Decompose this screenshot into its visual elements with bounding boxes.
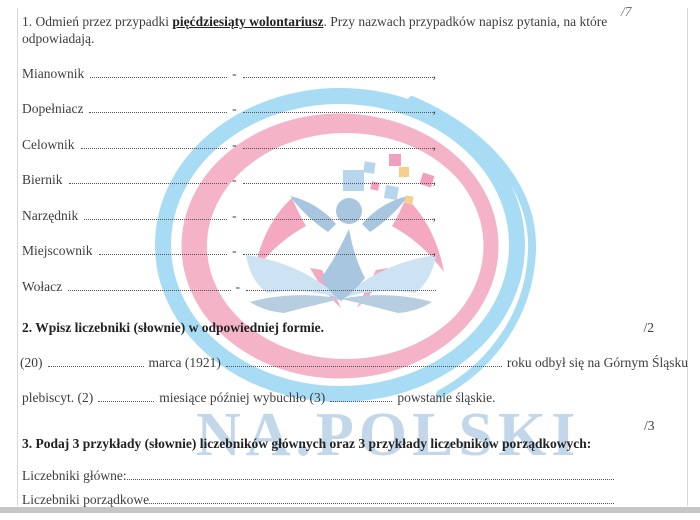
task3-score-field: /3 (644, 418, 655, 433)
question-blank (242, 243, 433, 255)
question-blank (242, 101, 433, 113)
logo-pink-wing-left (254, 198, 306, 272)
case-row-dopelniacz: Dopełniacz -, (22, 101, 436, 117)
school-logo-watermark (155, 88, 537, 402)
case-separator: - (232, 243, 237, 258)
fill-in-blank (47, 355, 144, 367)
task3-line-porzadkowe: Liczebniki porządkowe (22, 492, 614, 508)
case-tail: , (432, 172, 436, 187)
case-separator: - (232, 172, 237, 187)
logo-person-body (321, 229, 365, 301)
task1-declension-phrase: pięćdziesiąty wolontariusz (172, 14, 324, 29)
logo-blue-ring (155, 88, 525, 402)
total-score-field: /7 (621, 4, 632, 19)
logo-pixel-yellow-lower (404, 195, 414, 205)
case-row-miejscownik: Miejscownik -, (22, 243, 436, 259)
fill-in-blank (98, 390, 155, 402)
case-row-biernik: Biernik -, (22, 172, 436, 188)
logo-person-arm-left (290, 196, 336, 232)
task1-instruction-pre: 1. Odmień przez przypadki (22, 14, 173, 29)
logo-pink-swoosh (195, 121, 497, 371)
case-label: Narzędnik (22, 208, 79, 223)
case-separator: - (235, 279, 241, 294)
logo-blue-swoosh (408, 96, 537, 398)
fill-in-blank (149, 492, 614, 504)
logo-person-arm-right (362, 196, 408, 232)
case-label: Celownik (22, 137, 75, 152)
case-separator: - (232, 137, 237, 152)
logo-book-page-left-top (246, 255, 341, 299)
logo-book-page-right-top (341, 255, 436, 299)
task2-marca-1921: marca (1921) (148, 355, 221, 370)
fill-in-blank (126, 468, 614, 480)
logo-pixel-blue-lower (383, 185, 399, 201)
case-separator: - (232, 208, 237, 223)
task3-line-glowne: Liczebniki główne: (22, 468, 614, 484)
case-label: Biernik (22, 172, 63, 187)
logo-person-head (336, 198, 362, 224)
question-blank (242, 137, 433, 149)
question-blank (246, 279, 436, 291)
logo-book-page-left-bottom (250, 295, 341, 313)
case-tail: , (432, 66, 436, 81)
answer-blank (89, 101, 228, 113)
answer-blank (90, 66, 228, 78)
case-label: Miejscownik (22, 243, 93, 258)
task2-miesiace: miesiące później wybuchło (3) (159, 390, 326, 405)
case-tail: , (432, 101, 436, 116)
task2-heading-row: 2. Wpisz liczebniki (słownie) w odpowied… (22, 320, 654, 336)
task2-sentence-end2: powstanie śląskie. (397, 390, 496, 405)
logo-pink-wing-right (392, 198, 444, 272)
page-border-left (17, 8, 18, 506)
answer-blank (98, 243, 228, 255)
case-tail: , (432, 137, 436, 152)
answer-blank (84, 208, 228, 220)
page-bottom-shadow (0, 507, 700, 513)
answer-blank (80, 137, 228, 149)
case-separator: - (232, 101, 237, 116)
case-row-narzednik: Narzędnik -, (22, 208, 436, 224)
question-blank (242, 172, 433, 184)
logo-pixel-blue-large (343, 170, 364, 191)
task2-number-20: (20) (20, 355, 43, 370)
logo-book-page-right-bottom (341, 295, 432, 313)
fill-in-blank (225, 355, 502, 367)
case-row-celownik: Celownik -, (22, 137, 436, 153)
case-separator: - (232, 66, 237, 81)
task1-instruction-post: . Przy nazwach przypadków napisz pytania… (323, 14, 608, 29)
answer-blank (68, 279, 231, 291)
case-label: Mianownik (22, 66, 85, 81)
task1-instruction: 1. Odmień przez przypadki pięćdziesiąty … (22, 13, 678, 47)
task2-heading: 2. Wpisz liczebniki (słownie) w odpowied… (22, 320, 324, 335)
task3-label-porzadkowe: Liczebniki porządkowe (22, 492, 150, 507)
question-blank (242, 66, 433, 78)
task2-sentence-line1: (20) marca (1921) roku odbył się na Górnym… (20, 355, 688, 371)
case-label: Dopełniacz (22, 101, 84, 116)
task2-plebiscyt: plebiscyt. (2) (22, 390, 94, 405)
task2-sentence-end1: roku odbył się na Górnym Śląsku (506, 355, 688, 370)
case-row-mianownik: Mianownik -, (22, 66, 436, 82)
case-label: Wołacz (22, 279, 63, 294)
task3-heading: 3. Podaj 3 przykłady (słownie) liczebnik… (22, 436, 592, 451)
answer-blank (68, 172, 228, 184)
case-tail: , (432, 208, 436, 223)
question-blank (242, 208, 433, 220)
watermark-text: NA.POLSKI (196, 401, 581, 469)
task1-instruction-line2: odpowiadają. (22, 31, 95, 46)
task2-score-field: /2 (643, 320, 654, 335)
logo-pixel-yellow-top (399, 167, 409, 177)
case-tail: , (432, 243, 436, 258)
task2-sentence-line2: plebiscyt. (2) miesiące później wybuchło … (22, 390, 496, 406)
logo-pixel-blue-small (363, 161, 376, 174)
logo-pixel-pink-top (389, 154, 401, 166)
page-border-right (687, 8, 688, 506)
fill-in-blank (330, 390, 393, 402)
case-row-wolacz: Wołacz - (22, 279, 436, 295)
task3-label-glowne: Liczebniki główne: (22, 468, 127, 483)
